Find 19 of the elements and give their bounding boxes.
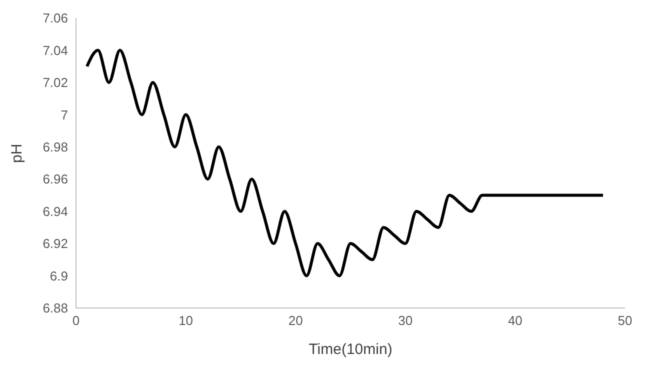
y-tick-label: 7.06 bbox=[42, 10, 68, 26]
line-series bbox=[85, 48, 605, 278]
x-tick-label: 30 bbox=[398, 313, 413, 328]
y-tick-label: 6.94 bbox=[42, 204, 68, 219]
x-tick-label: 40 bbox=[508, 313, 522, 328]
y-tick-label: 6.96 bbox=[42, 172, 68, 187]
y-tick-label: 7.04 bbox=[42, 42, 68, 58]
y-tick-label: 6.9 bbox=[50, 268, 68, 284]
y-tick-label: 6.88 bbox=[42, 300, 68, 316]
y-tick-label: 7.02 bbox=[42, 75, 68, 90]
x-tick-label: 20 bbox=[288, 313, 303, 328]
y-tick-label: 7 bbox=[60, 107, 68, 122]
x-tick-label: 50 bbox=[618, 313, 632, 328]
y-tick-label: 6.98 bbox=[42, 140, 68, 155]
x-axis-title: Time(10min) bbox=[308, 341, 392, 358]
y-tick-label: 6.92 bbox=[42, 236, 68, 252]
y-axis-title: pH bbox=[8, 144, 26, 163]
x-tick-label: 10 bbox=[178, 313, 194, 328]
x-tick-label: 0 bbox=[72, 313, 80, 328]
